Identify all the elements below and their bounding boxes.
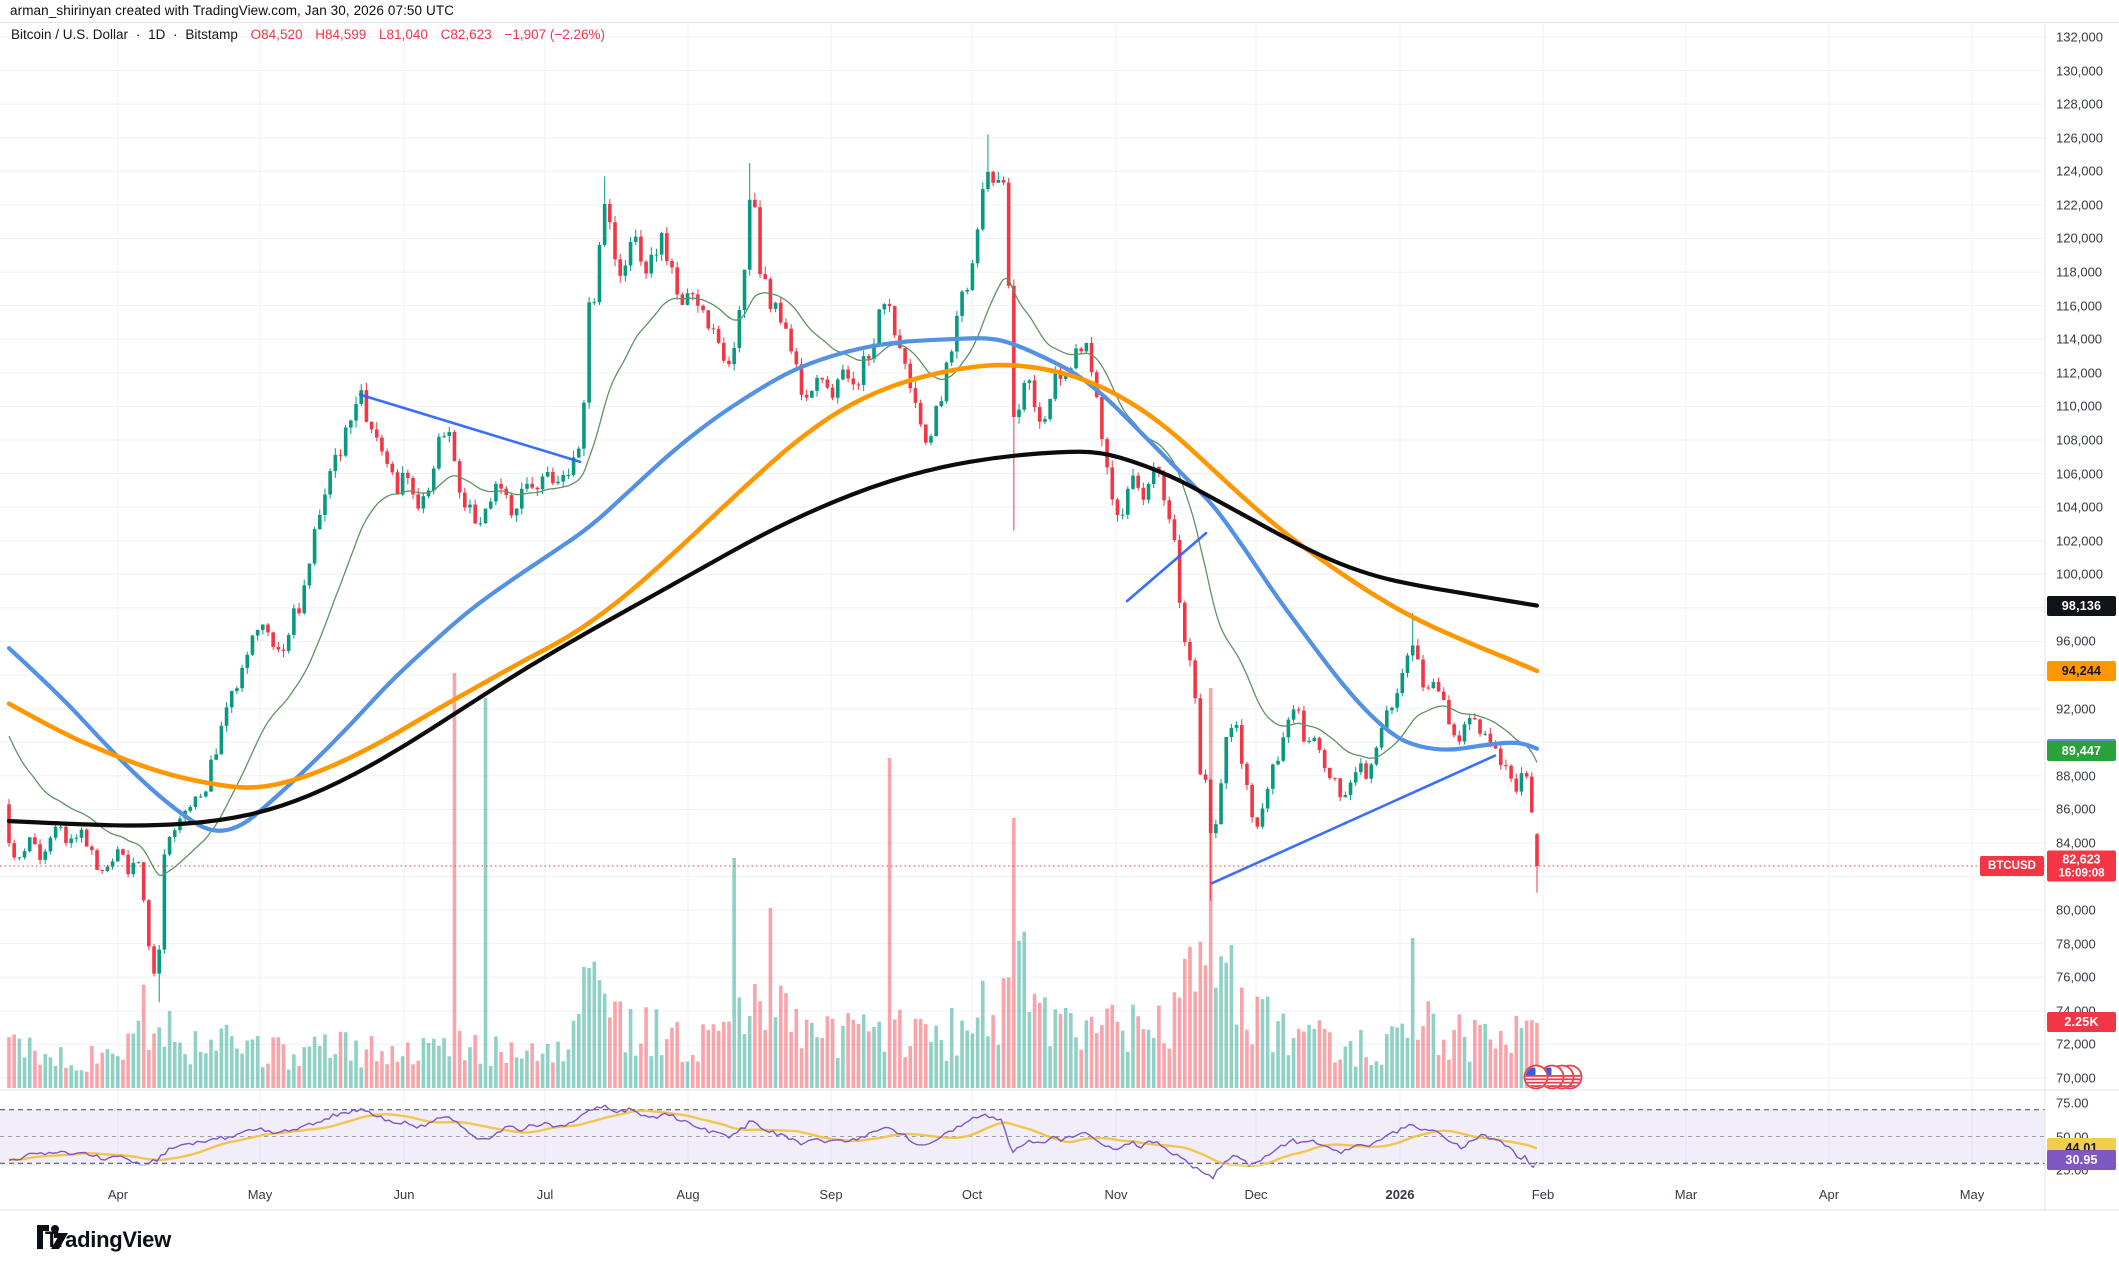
ohlc-high: H84,599 [315,27,367,42]
y-axis-tick: 116,000 [2056,298,2103,314]
y-axis-tick: 122,000 [2056,197,2103,213]
candles-layer [7,134,1539,1003]
y-axis-tick: 80,000 [2056,902,2096,918]
tradingview-logo-icon [37,1225,68,1249]
y-axis-tick: 96,000 [2056,633,2096,649]
exchange-label[interactable]: Bitstamp [185,27,238,42]
x-axis-label: Jul [536,1187,554,1202]
symbol-price-tag: BTCUSD [1980,856,2044,877]
y-axis-tick: 102,000 [2056,533,2103,549]
y-axis-tick: 104,000 [2056,499,2103,515]
y-axis-tick: 124,000 [2056,163,2103,179]
trendlines-layer [358,393,1497,885]
sma100-price-label: 94,244 [2047,660,2116,681]
y-axis-tick: 120,000 [2056,230,2103,246]
us-flag-event-icon[interactable] [1523,1064,1549,1090]
ohlc-close: C82,623 [440,27,492,42]
sma50-line [6,336,1540,833]
rsi-pane [0,1109,2045,1164]
chart-widget [0,22,2119,1211]
y-axis-tick: 92,000 [2056,701,2096,717]
ohlc-low: L81,040 [379,27,428,42]
y-axis-tick: 100,000 [2056,566,2103,582]
interval-label[interactable]: 1D [148,27,166,42]
change-value: −1,907 (−2.26%) [504,27,606,42]
y-axis-tick: 132,000 [2056,29,2103,45]
ohlc-open: O84,520 [250,27,303,42]
x-axis-label: Apr [107,1187,129,1202]
y-axis-tick: 110,000 [2056,398,2103,414]
rsi-line [8,1104,1538,1180]
separators [0,22,2119,1211]
symbol-name[interactable]: Bitcoin / U.S. Dollar [11,27,129,42]
y-axis-tick: 126,000 [2056,130,2103,146]
x-axis-label: Mar [1674,1187,1698,1202]
x-axis-label: Apr [1818,1187,1840,1202]
x-axis-label: May [1959,1187,1985,1202]
y-axis-tick: 118,000 [2056,264,2103,280]
volume-layer [7,673,1539,1088]
y-axis-tick: 112,000 [2056,365,2103,381]
x-axis-label: Oct [961,1187,983,1202]
x-axis-label: Feb [1531,1187,1555,1202]
y-axis-tick: 88,000 [2056,768,2096,784]
attribution-text: arman_shirinyan created with TradingView… [10,3,455,18]
sma200-line [6,449,1540,828]
y-axis-tick: 84,000 [2056,835,2096,851]
y-axis-tick: 78,000 [2056,936,2096,952]
x-axis-label: Jun [393,1187,415,1202]
y-axis-tick: 76,000 [2056,969,2096,985]
y-axis-tick: 130,000 [2056,63,2103,79]
y-axis-tick: 114,000 [2056,331,2103,347]
grid-layer [0,22,2045,1165]
symbol-legend[interactable]: Bitcoin / U.S. Dollar · 1D · Bitstamp O8… [11,27,605,42]
sma100-line [6,362,1540,790]
y-axis-tick: 106,000 [2056,466,2103,482]
ema21-price-label: 89,447 [2047,741,2116,762]
x-axis-label: Sep [819,1187,843,1202]
legend-separator: · [135,27,141,42]
x-axis-label: Aug [676,1187,700,1202]
x-axis-label: 2026 [1385,1187,1415,1202]
tradingview-wordmark: TradingView [45,1227,171,1252]
sma200-price-label: 98,136 [2047,595,2116,616]
y-axis-tick: 86,000 [2056,801,2096,817]
last-price-label: 82,623 16:09:08 [2047,850,2116,882]
x-axis-label: Dec [1244,1187,1268,1202]
y-axis-tick: 108,000 [2056,432,2103,448]
y-axis-tick: 72,000 [2056,1036,2096,1052]
rsi-label: 30.95 [2047,1150,2116,1171]
volume-label: 2.25K [2047,1012,2116,1032]
x-axis-label: Nov [1104,1187,1128,1202]
footer-logo[interactable]: TradingView [36,1224,171,1256]
ema21-line [8,277,1538,877]
rsi-axis-tick: 75.00 [2056,1095,2089,1111]
y-axis-tick: 70,000 [2056,1070,2096,1086]
us-flag-event-icons [1523,1064,1583,1090]
y-axis-tick: 128,000 [2056,96,2103,112]
x-axis-label: May [247,1187,273,1202]
legend-separator: · [173,27,178,42]
